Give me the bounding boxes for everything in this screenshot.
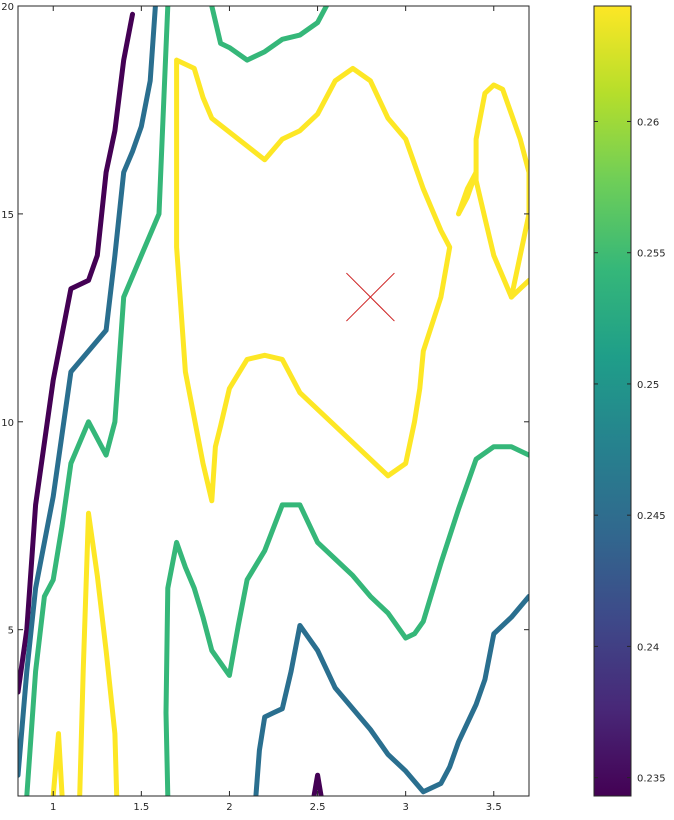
colorbar: 0.235 0.24 0.245 0.25 0.255 0.26 (593, 5, 666, 797)
optimum-marker (346, 272, 395, 322)
contour-level-0-245-path-0 (18, 6, 158, 778)
y-tick-label: 15 (1, 210, 14, 221)
contour-level-0-255-path-0 (24, 6, 171, 796)
contour-level-0-235-path-1 (311, 772, 324, 796)
colorbar-tick-label: 0.25 (637, 380, 659, 391)
colorbar-tick-label: 0.245 (637, 511, 666, 522)
contour-level-0-265-path-3 (456, 169, 479, 217)
y-tick-label: 20 (1, 2, 14, 13)
colorbar-tick-label: 0.235 (637, 774, 666, 785)
colorbar-tick-label: 0.255 (637, 249, 666, 260)
plot-frame (17, 5, 530, 797)
y-tick-label: 10 (1, 418, 14, 429)
contour-level-0-265-path-5 (473, 82, 529, 300)
x-tick-label: 3.5 (486, 802, 502, 813)
x-tick-label: 2.5 (310, 802, 326, 813)
contour-level-0-255-path-2 (209, 6, 329, 63)
x-tick-label: 3 (402, 802, 408, 813)
colorbar-gradient (594, 6, 631, 796)
x-tick-label: 1.5 (133, 802, 149, 813)
contour-level-0-265-path-4 (508, 211, 529, 300)
contour-level-0-245-path-1 (253, 593, 529, 796)
contour-level-0-265-path-0 (50, 731, 65, 796)
x-tick-label: 1 (50, 802, 56, 813)
contour-level-0-265-path-1 (77, 510, 120, 796)
colorbar-frame (593, 5, 632, 797)
plot-area: 1 1.5 2 2.5 3 3.5 5 10 15 20 (1, 2, 530, 813)
colorbar-tick-label: 0.24 (637, 642, 659, 653)
contour-level-0-265-path-2 (174, 57, 453, 504)
colorbar-tick-label: 0.26 (637, 117, 659, 128)
contour-level-0-255-path-1 (163, 444, 529, 796)
contour-level-0-235-path-0 (18, 11, 135, 695)
contour-lines (18, 6, 529, 796)
x-tick-label: 2 (226, 802, 232, 813)
y-tick-label: 5 (8, 626, 14, 637)
